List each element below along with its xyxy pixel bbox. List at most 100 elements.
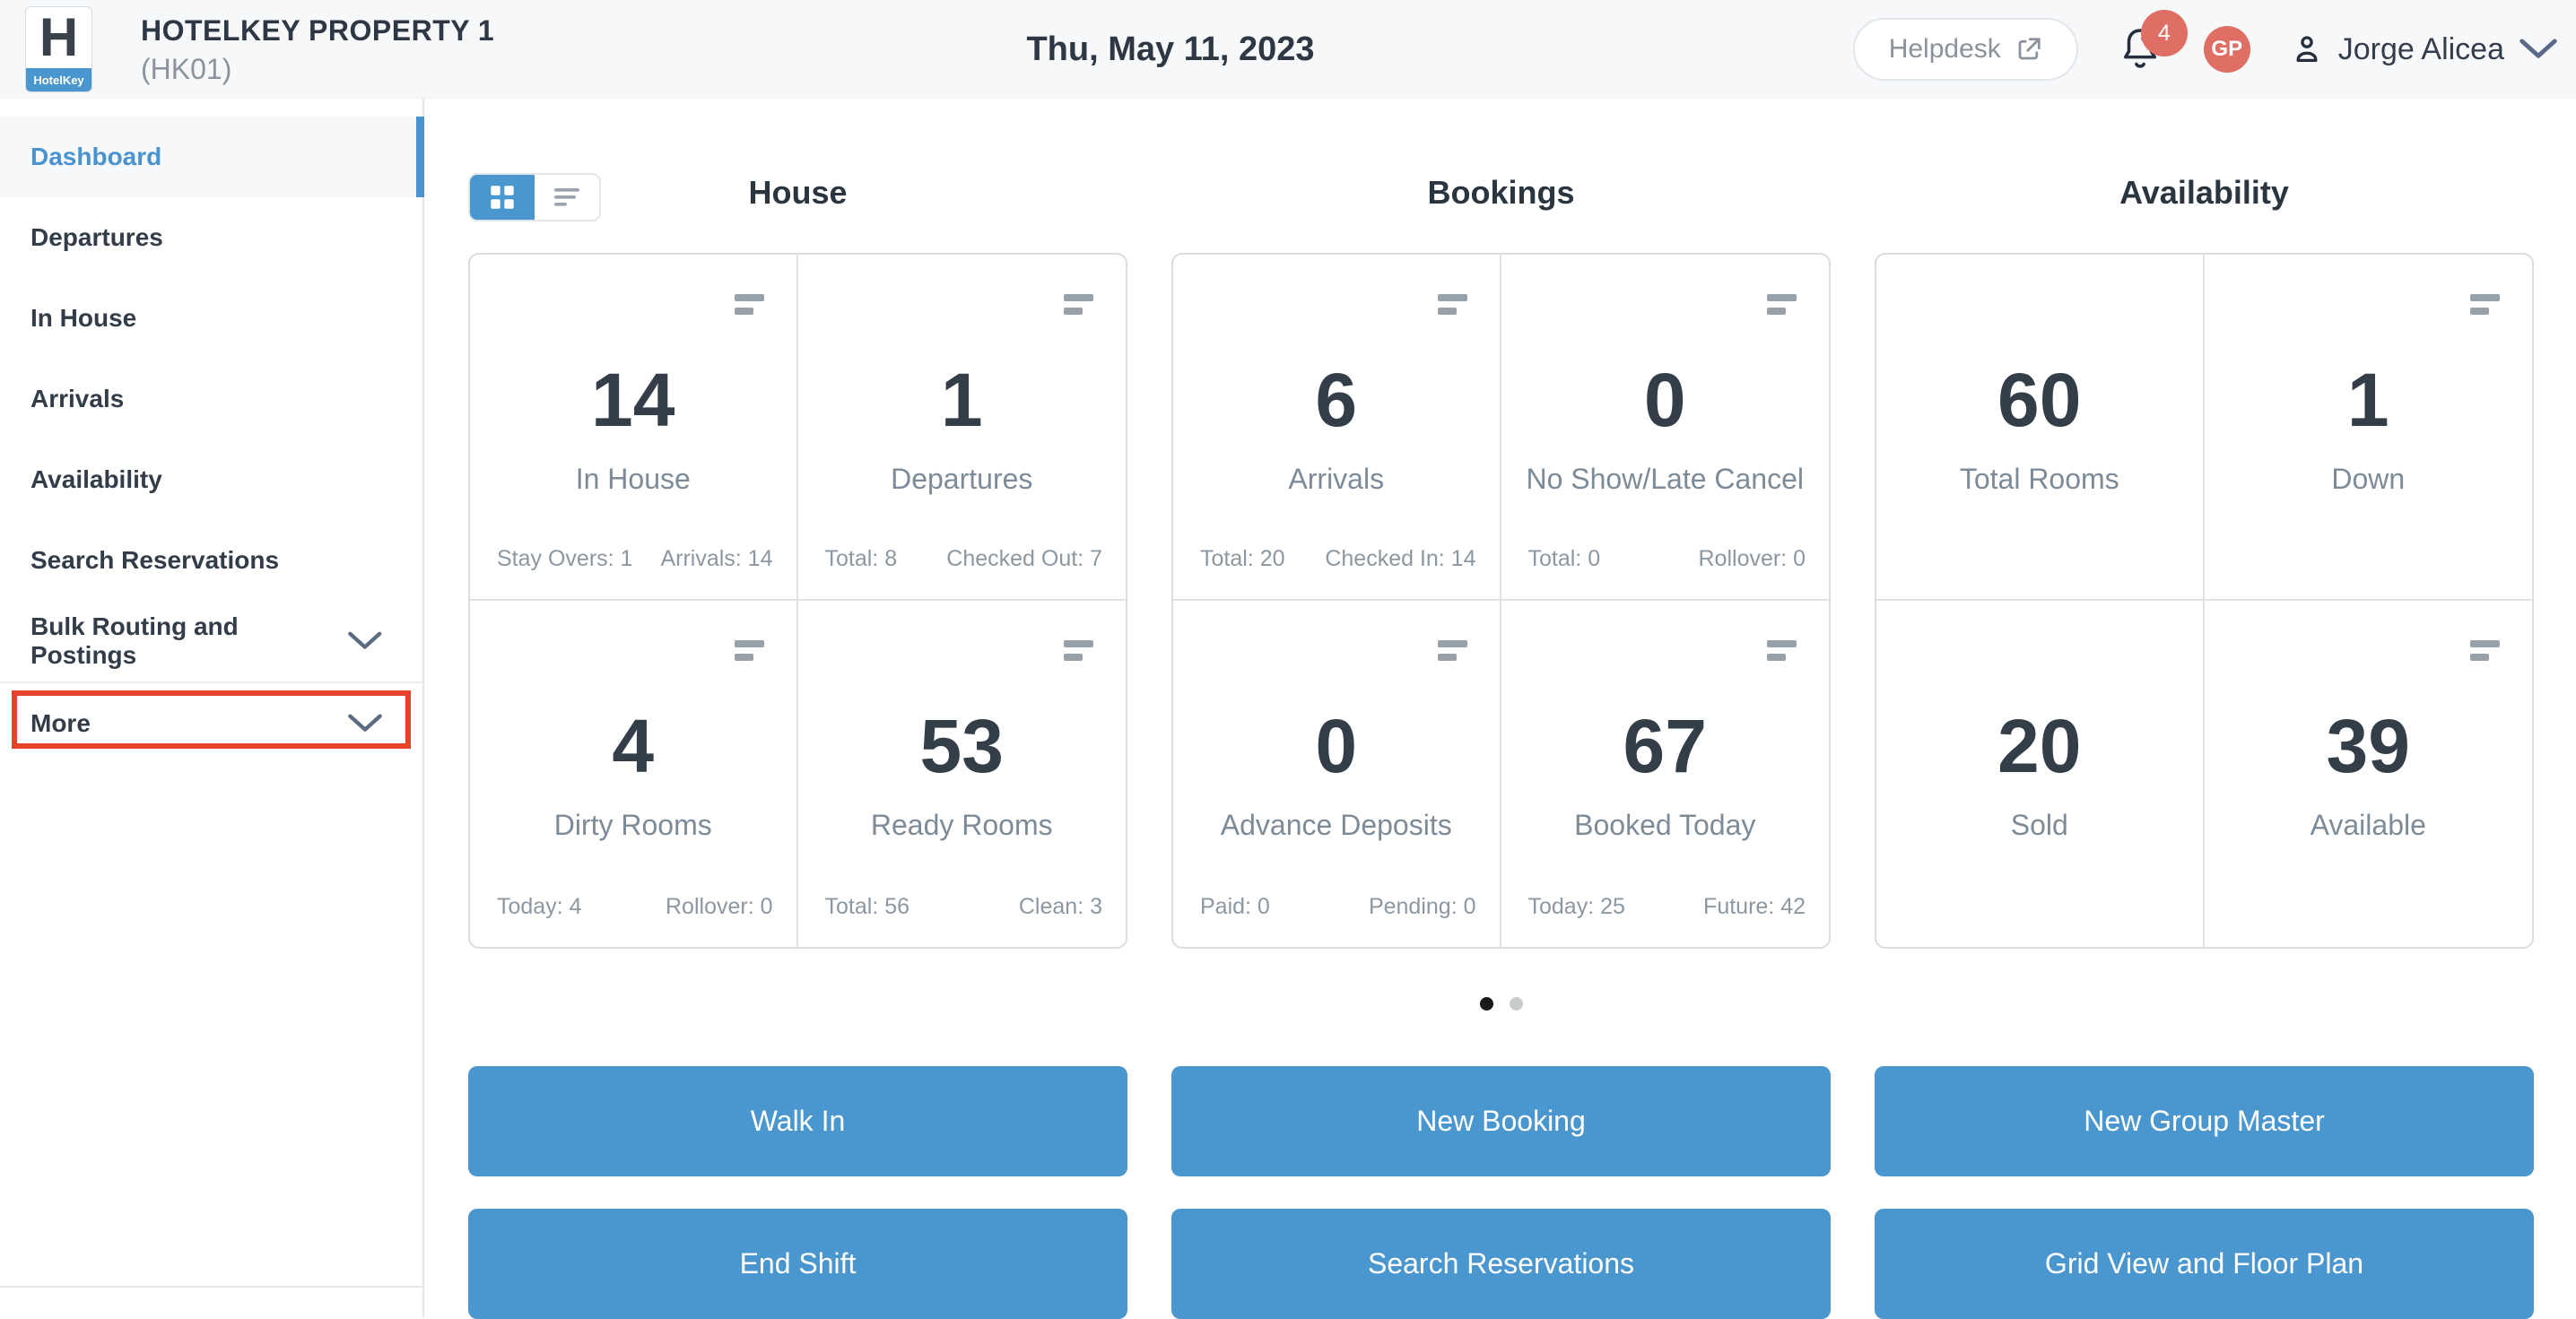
logo-brand-label: HotelKey: [26, 68, 91, 91]
stats-bars-icon[interactable]: [734, 294, 764, 315]
pagination-dot-2[interactable]: [1509, 997, 1523, 1011]
card-substat-right: Future: 42: [1703, 894, 1806, 919]
card-total-rooms[interactable]: 60 Total Rooms: [1876, 255, 2205, 601]
card-substat-right: Checked Out: 7: [946, 546, 1102, 571]
stats-bars-icon[interactable]: [1437, 294, 1467, 315]
card-substats: Total: 56 Clean: 3: [825, 894, 1103, 920]
section-availability: Availability 60 Total Rooms 1 Down 20 Sold 39 Av…: [1875, 170, 2534, 949]
new-booking-button[interactable]: New Booking: [1171, 1066, 1831, 1176]
card-dirty-rooms[interactable]: 4 Dirty Rooms Today: 4 Rollover: 0: [470, 601, 798, 947]
card-substats: Today: 4 Rollover: 0: [497, 894, 773, 920]
card-ready-rooms[interactable]: 53 Ready Rooms Total: 56 Clean: 3: [798, 601, 1127, 947]
dashboard-main: House 14 In House Stay Overs: 1 Arrivals: 14…: [468, 99, 2534, 1319]
card-label: Available: [2310, 809, 2426, 841]
stats-bars-icon[interactable]: [1064, 294, 1093, 315]
card-label: Total Rooms: [1959, 463, 2119, 495]
list-view-button[interactable]: [535, 175, 599, 220]
card-available[interactable]: 39 Available: [2205, 601, 2533, 947]
walk-in-button[interactable]: Walk In: [468, 1066, 1127, 1176]
card-advance-deposits[interactable]: 0 Advance Deposits Paid: 0 Pending: 0: [1173, 601, 1501, 947]
sidebar-item-label: Search Reservations: [30, 546, 280, 574]
sidebar-item-bulk-routing-and-postings[interactable]: Bulk Routing and Postings: [0, 601, 422, 681]
new-group-master-button[interactable]: New Group Master: [1875, 1066, 2534, 1176]
section-title: Availability: [2119, 174, 2289, 211]
card-label: Arrivals: [1288, 463, 1385, 495]
sidebar-item-label: Arrivals: [30, 385, 125, 412]
card-substat-right: Rollover: 0: [666, 894, 773, 919]
sidebar-item-label: More: [30, 709, 91, 737]
avatar[interactable]: GP: [2203, 26, 2250, 73]
stat-card-group: 60 Total Rooms 1 Down 20 Sold 39 Available: [1875, 253, 2534, 949]
sidebar-item-search-reservations[interactable]: Search Reservations: [0, 520, 422, 601]
stats-bars-icon[interactable]: [1064, 640, 1093, 661]
pagination-dot-1[interactable]: [1479, 997, 1493, 1011]
stats-bars-icon[interactable]: [2470, 640, 2500, 661]
sidebar-divider: [0, 681, 422, 683]
stats-bars-icon[interactable]: [1437, 640, 1467, 661]
card-value: 1: [940, 358, 983, 442]
sidebar-item-label: Dashboard: [30, 143, 162, 170]
stats-bars-icon[interactable]: [734, 640, 764, 661]
card-substats: Today: 25 Future: 42: [1528, 894, 1806, 920]
card-label: Booked Today: [1574, 809, 1756, 841]
logo-letter: H: [39, 7, 79, 67]
card-down[interactable]: 1 Down: [2204, 255, 2532, 601]
grid-view-button[interactable]: [470, 175, 535, 220]
sidebar-item-label: Bulk Routing and Postings: [30, 612, 239, 669]
card-value: 20: [1997, 704, 2082, 788]
user-menu[interactable]: Jorge Alicea: [2290, 32, 2558, 67]
sidebar-item-departures[interactable]: Departures: [0, 197, 422, 278]
stats-bars-icon[interactable]: [1767, 294, 1797, 315]
card-label: Ready Rooms: [870, 809, 1053, 841]
property-info: HOTELKEY PROPERTY 1 (HK01): [141, 11, 494, 88]
stat-card-group: 14 In House Stay Overs: 1 Arrivals: 14 1 Depa…: [468, 253, 1127, 949]
notifications-button[interactable]: 4: [2118, 10, 2188, 76]
section-bookings: Bookings 6 Arrivals Total: 20 Checked In: 14…: [1171, 170, 1831, 949]
card-substats: Total: 20 Checked In: 14: [1200, 546, 1476, 572]
property-code: (HK01): [141, 53, 232, 85]
header-right-controls: Helpdesk 4 GP Jorge Alicea: [1852, 0, 2558, 99]
section-title: Bookings: [1427, 174, 1575, 211]
card-sold[interactable]: 20 Sold: [1876, 601, 2205, 947]
card-substat-left: Stay Overs: 1: [497, 546, 633, 571]
sidebar-item-more[interactable]: More: [0, 683, 422, 764]
sidebar-item-arrivals[interactable]: Arrivals: [0, 359, 422, 439]
card-no-show-late-cancel[interactable]: 0 No Show/Late Cancel Total: 0 Rollover: 0: [1501, 255, 1829, 601]
card-value: 60: [1997, 358, 2082, 442]
card-value: 1: [2346, 358, 2389, 442]
sidebar-item-in-house[interactable]: In House: [0, 278, 422, 359]
stats-bars-icon[interactable]: [1767, 640, 1797, 661]
stat-card-group: 6 Arrivals Total: 20 Checked In: 14 0 No Show…: [1171, 253, 1831, 949]
card-arrivals[interactable]: 6 Arrivals Total: 20 Checked In: 14: [1173, 255, 1501, 601]
grid-view-and-floor-plan-button[interactable]: Grid View and Floor Plan: [1875, 1209, 2534, 1319]
person-icon: [2296, 36, 2318, 63]
hotelkey-logo[interactable]: H HotelKey: [25, 6, 92, 92]
card-label: Dirty Rooms: [553, 809, 712, 841]
card-value: 6: [1315, 358, 1358, 442]
user-name: Jorge Alicea: [2337, 31, 2504, 66]
property-name: HOTELKEY PROPERTY 1: [141, 14, 495, 47]
card-substat-left: Total: 8: [824, 546, 898, 571]
card-substat-left: Total: 0: [1527, 546, 1601, 571]
card-value: 39: [2326, 704, 2410, 788]
card-label: In House: [575, 463, 691, 495]
stats-bars-icon[interactable]: [2470, 294, 2500, 315]
search-reservations-button[interactable]: Search Reservations: [1171, 1209, 1831, 1319]
quick-actions: Walk In New Booking New Group Master End Sh…: [468, 1066, 2534, 1319]
app-header: H HotelKey HOTELKEY PROPERTY 1 (HK01) Th…: [0, 0, 2576, 99]
card-label: Advance Deposits: [1220, 809, 1452, 841]
list-view-icon: [554, 188, 579, 206]
end-shift-button[interactable]: End Shift: [468, 1209, 1127, 1319]
card-substat-right: Pending: 0: [1368, 894, 1476, 919]
card-value: 0: [1643, 358, 1686, 442]
sidebar-item-availability[interactable]: Availability: [0, 439, 422, 520]
card-departures[interactable]: 1 Departures Total: 8 Checked Out: 7: [797, 255, 1126, 601]
card-value: 67: [1623, 704, 1707, 788]
carousel-pagination: [468, 997, 2534, 1011]
helpdesk-label: Helpdesk: [1888, 34, 2001, 64]
section-house: House 14 In House Stay Overs: 1 Arrivals: 14…: [468, 170, 1127, 949]
helpdesk-button[interactable]: Helpdesk: [1852, 18, 2078, 81]
card-in-house[interactable]: 14 In House Stay Overs: 1 Arrivals: 14: [470, 255, 798, 601]
sidebar-item-dashboard[interactable]: Dashboard: [0, 117, 424, 197]
card-booked-today[interactable]: 67 Booked Today Today: 25 Future: 42: [1501, 601, 1830, 947]
